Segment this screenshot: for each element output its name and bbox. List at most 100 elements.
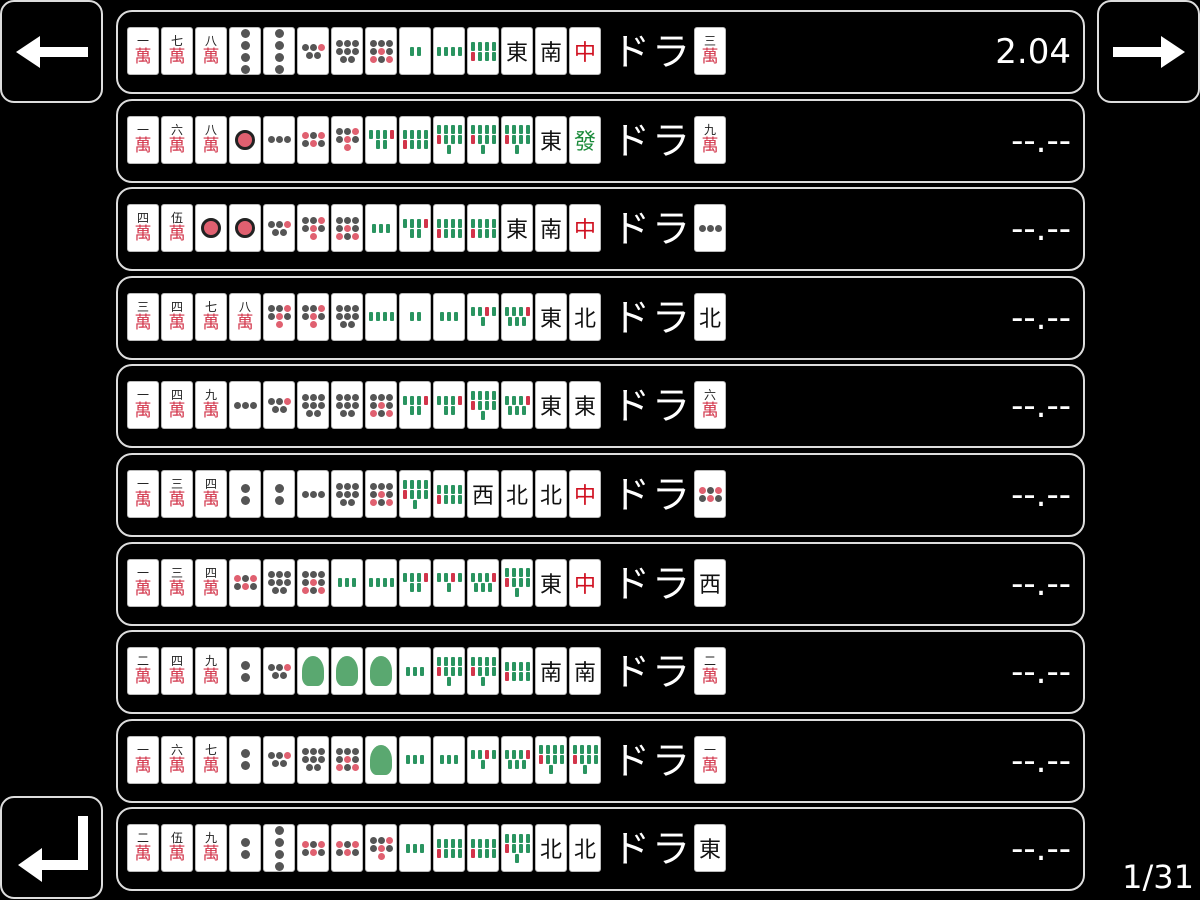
- tile-8p: [331, 292, 363, 341]
- tile-7m: 七萬: [161, 27, 193, 75]
- tile-6p: [297, 824, 329, 873]
- tile-6m: 六萬: [694, 381, 726, 430]
- tile-7m: 七萬: [195, 735, 227, 784]
- tile-2s: [399, 292, 431, 341]
- tile-6p: [331, 824, 363, 873]
- tile-5s: [467, 292, 499, 341]
- tile-N: 北: [535, 470, 567, 518]
- tile-4m: 四萬: [195, 470, 227, 518]
- tile-S: 南: [535, 204, 567, 253]
- hand-tiles: 一萬三萬四萬 西北北中: [127, 470, 601, 518]
- tile-6p: [694, 470, 726, 518]
- tile-9s: [501, 115, 533, 164]
- tile-S: 南: [535, 647, 567, 696]
- tile-5p: [297, 27, 329, 75]
- tile-8p: [297, 735, 329, 784]
- hand-row[interactable]: 三萬四萬七萬八萬東北ドラ北 --.--: [116, 275, 1085, 360]
- hand-row[interactable]: 一萬四萬九萬 東東ドラ六萬 --.--: [116, 364, 1085, 449]
- tile-1m: 一萬: [127, 735, 159, 784]
- hand-tiles: 一萬六萬八萬 東發: [127, 115, 601, 164]
- tile-1m: 一萬: [694, 735, 726, 784]
- dora-label: ドラ: [612, 30, 693, 74]
- tile-9p: [365, 27, 397, 75]
- tile-5p: [263, 735, 295, 784]
- tile-3m: 三萬: [694, 27, 726, 75]
- dora-label: ドラ: [612, 295, 693, 340]
- tile-N: 北: [569, 292, 601, 341]
- tile-5s: [433, 558, 465, 607]
- tile-9s: [501, 558, 533, 607]
- score-value: 2.04: [995, 32, 1071, 72]
- tile-7m: 七萬: [195, 292, 227, 341]
- forward-button[interactable]: [1097, 0, 1200, 103]
- tile-9s: [399, 470, 431, 518]
- tile-E: 東: [535, 115, 567, 164]
- tile-3s: [365, 204, 397, 253]
- tile-9m: 九萬: [195, 381, 227, 430]
- tile-3s: [399, 647, 431, 696]
- dora-indicator: 三萬: [694, 27, 726, 75]
- enter-button[interactable]: [0, 796, 103, 899]
- tile-1s: [365, 735, 397, 784]
- tile-5m: 伍萬: [161, 204, 193, 253]
- tile-E: 東: [501, 204, 533, 253]
- tile-9m: 九萬: [195, 647, 227, 696]
- tile-1s: [365, 647, 397, 696]
- hand-row[interactable]: 四萬伍萬 東南中ドラ --.--: [116, 187, 1085, 272]
- arrow-left-icon: [15, 35, 88, 68]
- tile-2m: 二萬: [127, 824, 159, 873]
- tile-4p: [263, 824, 295, 873]
- tile-8p: [331, 27, 363, 75]
- dora-label: ドラ: [612, 827, 693, 872]
- tile-2p: [229, 647, 261, 696]
- tile-9s: [467, 381, 499, 430]
- tile-S: 南: [569, 647, 601, 696]
- score-value: --.--: [1011, 652, 1071, 693]
- tile-E: 東: [694, 824, 726, 873]
- tile-8p: [263, 558, 295, 607]
- tile-4m: 四萬: [161, 381, 193, 430]
- tile-5m: 伍萬: [161, 824, 193, 873]
- tile-C: 中: [569, 470, 601, 518]
- tile-6p: [297, 115, 329, 164]
- hand-row[interactable]: 二萬伍萬九萬 北北ドラ東 --.--: [116, 807, 1085, 892]
- hand-row[interactable]: 一萬六萬八萬 東發ドラ九萬 --.--: [116, 98, 1085, 183]
- tile-S: 南: [535, 27, 567, 75]
- dora-indicator: 西: [694, 558, 726, 607]
- tile-8s: [467, 824, 499, 873]
- tile-9s: [569, 735, 601, 784]
- dora-indicator: [694, 470, 726, 518]
- tile-9s: [535, 735, 567, 784]
- score-value: --.--: [1011, 740, 1071, 781]
- tile-3s: [433, 735, 465, 784]
- tile-1m: 一萬: [127, 381, 159, 430]
- tile-8p: [297, 381, 329, 430]
- tile-E: 東: [535, 381, 567, 430]
- hand-tiles: 一萬六萬七萬: [127, 735, 601, 784]
- hand-row[interactable]: 一萬三萬四萬 西北北中ドラ --.--: [116, 453, 1085, 537]
- hand-tiles: 二萬伍萬九萬 北北: [127, 824, 601, 873]
- back-button[interactable]: [0, 0, 103, 103]
- tile-1m: 一萬: [127, 115, 159, 164]
- hand-row[interactable]: 二萬四萬九萬南南ドラ二萬 --.--: [116, 630, 1085, 715]
- tile-6s: [433, 381, 465, 430]
- tile-7s: [501, 735, 533, 784]
- hand-tiles: 一萬七萬八萬 東南中: [127, 27, 601, 75]
- hand-tiles: 二萬四萬九萬 南南: [127, 647, 601, 696]
- tile-7p: [297, 292, 329, 341]
- tile-N: 北: [501, 470, 533, 518]
- tile-8s: [433, 470, 465, 518]
- tile-E: 東: [535, 292, 567, 341]
- hand-row[interactable]: 一萬七萬八萬 東南中ドラ三萬 2.04: [116, 10, 1085, 94]
- tile-3m: 三萬: [161, 558, 193, 607]
- tile-2s: [399, 27, 431, 75]
- tile-N: 北: [694, 292, 726, 341]
- hand-row[interactable]: 一萬三萬四萬 東中ドラ西 --.--: [116, 541, 1085, 626]
- dora-indicator: 一萬: [694, 735, 726, 784]
- dora-label: ドラ: [612, 650, 693, 695]
- hand-row[interactable]: 一萬六萬七萬ドラ一萬 --.--: [116, 718, 1085, 803]
- tile-6p: [229, 558, 261, 607]
- tile-5p: [263, 204, 295, 253]
- dora-label: ドラ: [612, 118, 693, 163]
- tile-E: 東: [535, 558, 567, 607]
